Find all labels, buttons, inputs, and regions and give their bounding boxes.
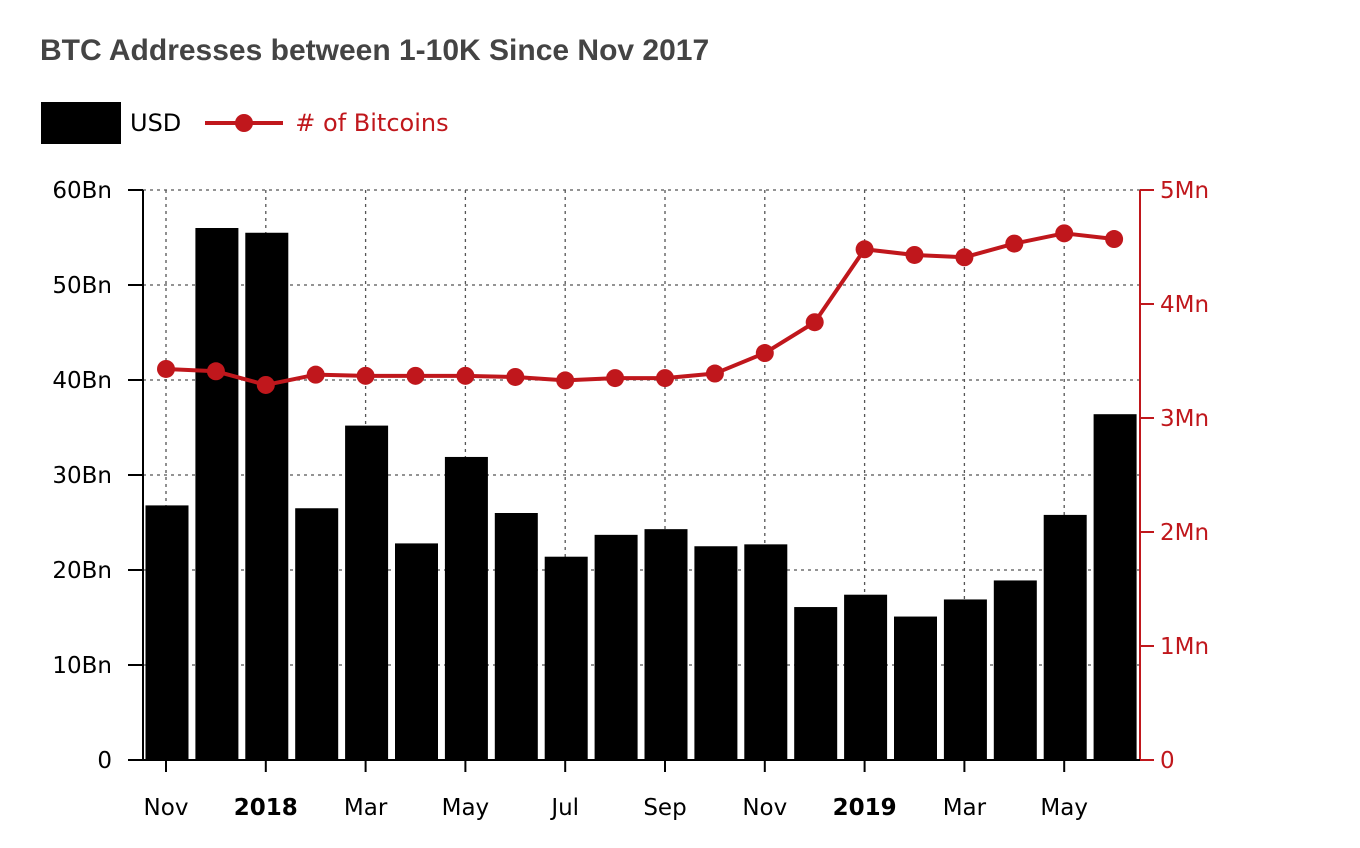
x-tick-label: Mar bbox=[344, 795, 388, 821]
bar-usd bbox=[594, 534, 638, 760]
point-btc bbox=[306, 365, 325, 384]
legend-usd-swatch bbox=[41, 102, 121, 144]
y-left-tick-label: 30Bn bbox=[52, 463, 112, 489]
point-btc bbox=[157, 359, 175, 378]
point-btc bbox=[1005, 234, 1024, 253]
bar-usd bbox=[943, 599, 987, 760]
bar-usd bbox=[794, 607, 838, 760]
point-btc bbox=[805, 313, 824, 332]
legend: USD # of Bitcoins bbox=[41, 101, 449, 145]
point-btc bbox=[456, 366, 475, 385]
bar-usd bbox=[844, 594, 888, 760]
point-btc bbox=[905, 245, 924, 264]
bar-usd bbox=[744, 544, 788, 760]
x-tick-label: 2019 bbox=[833, 795, 897, 821]
bar-usd bbox=[1093, 414, 1137, 760]
bar-usd bbox=[245, 232, 289, 760]
legend-btc-marker bbox=[205, 114, 284, 132]
point-btc bbox=[356, 366, 375, 385]
bar-usd bbox=[345, 425, 389, 760]
x-tick-label: Mar bbox=[943, 795, 987, 821]
bar-usd bbox=[1043, 514, 1087, 760]
point-btc bbox=[656, 369, 674, 388]
point-btc bbox=[855, 240, 874, 259]
bar-usd bbox=[145, 505, 189, 760]
point-btc bbox=[406, 366, 425, 385]
y-right-tick-label: 1Mn bbox=[1160, 634, 1209, 660]
bar-usd bbox=[395, 543, 438, 760]
bar-usd bbox=[494, 513, 538, 760]
point-btc bbox=[1055, 224, 1074, 243]
point-btc bbox=[955, 248, 974, 267]
x-tick-label: Jul bbox=[549, 795, 579, 821]
x-tick-label: May bbox=[442, 795, 490, 821]
bar-usd bbox=[894, 616, 937, 760]
y-right-tick-label: 4Mn bbox=[1160, 292, 1209, 318]
point-btc bbox=[1105, 230, 1124, 249]
point-btc bbox=[506, 367, 525, 386]
chart-title: BTC Addresses between 1-10K Since Nov 20… bbox=[40, 34, 710, 67]
y-left-tick-label: 60Bn bbox=[52, 178, 112, 204]
point-btc bbox=[606, 369, 625, 388]
bar-usd bbox=[444, 456, 488, 760]
y-left-tick-label: 20Bn bbox=[52, 558, 112, 584]
y-right-tick-label: 5Mn bbox=[1160, 178, 1209, 204]
bar-usd bbox=[544, 556, 588, 760]
bar-usd bbox=[644, 529, 688, 760]
y-left-tick-label: 50Bn bbox=[52, 273, 112, 299]
legend-btc-label: # of Bitcoins bbox=[295, 109, 449, 137]
point-btc bbox=[206, 362, 225, 381]
y-right-tick-label: 3Mn bbox=[1160, 406, 1209, 432]
point-btc bbox=[256, 375, 275, 394]
legend-usd-label: USD bbox=[130, 109, 182, 137]
x-tick-label: Nov bbox=[742, 795, 787, 821]
point-btc bbox=[755, 344, 774, 363]
x-tick-label: 2018 bbox=[234, 795, 298, 821]
y-left-tick-label: 10Bn bbox=[52, 653, 112, 679]
bar-usd bbox=[993, 580, 1037, 760]
x-tick-label: Sep bbox=[643, 795, 686, 821]
y-left-tick-label: 0 bbox=[97, 748, 112, 774]
x-tick-label: May bbox=[1040, 795, 1088, 821]
y-left-tick-label: 40Bn bbox=[52, 368, 112, 394]
point-btc bbox=[556, 371, 575, 390]
point-btc bbox=[705, 364, 724, 383]
bar-usd bbox=[195, 228, 239, 760]
bar-usd bbox=[694, 546, 738, 760]
x-tick-label: Nov bbox=[144, 795, 189, 821]
y-right-tick-label: 2Mn bbox=[1160, 520, 1209, 546]
y-right-tick-label: 0 bbox=[1160, 748, 1175, 774]
bar-usd bbox=[295, 508, 339, 760]
